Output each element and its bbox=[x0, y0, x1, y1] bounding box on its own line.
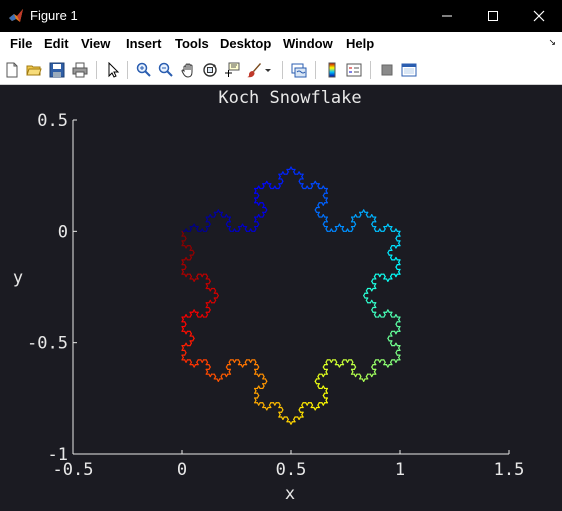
pan-icon[interactable] bbox=[178, 60, 198, 80]
save-icon[interactable] bbox=[47, 60, 67, 80]
y-tick-label: 0.5 bbox=[37, 111, 68, 131]
menu-view[interactable]: View bbox=[81, 36, 111, 51]
figure-canvas: Koch Snowflake -0.5 0 0.5 1 1.5 0.5 0 -0.5 -1 x … bbox=[0, 85, 562, 506]
menu-file[interactable]: File bbox=[10, 36, 33, 51]
toolbar-separator bbox=[282, 61, 283, 79]
chart-title: Koch Snowflake bbox=[218, 88, 361, 108]
open-file-icon[interactable] bbox=[24, 60, 44, 80]
window-title: Figure 1 bbox=[30, 8, 78, 23]
menu-bar: File Edit View Insert Tools Desktop Wind… bbox=[0, 32, 562, 57]
koch-segment bbox=[181, 230, 184, 235]
link-plot-icon[interactable] bbox=[289, 60, 309, 80]
minimize-button[interactable] bbox=[424, 0, 470, 32]
x-tick-label: 1.5 bbox=[494, 460, 525, 480]
show-plot-tools-icon[interactable] bbox=[399, 60, 419, 80]
zoom-in-icon[interactable] bbox=[134, 60, 154, 80]
zoom-out-icon[interactable] bbox=[156, 60, 176, 80]
x-tick-label: 0 bbox=[177, 460, 187, 480]
matlab-logo-icon bbox=[8, 8, 24, 24]
legend-icon[interactable] bbox=[344, 60, 364, 80]
hide-plot-tools-icon[interactable] bbox=[377, 60, 397, 80]
x-tick-label: 1 bbox=[395, 460, 405, 480]
menu-tools[interactable]: Tools bbox=[175, 36, 209, 51]
rotate-3d-icon[interactable] bbox=[200, 60, 220, 80]
y-tick-label: 0 bbox=[58, 222, 68, 242]
new-figure-icon[interactable] bbox=[2, 60, 22, 80]
axes: -0.5 0 0.5 1 1.50.50-0.5-1 bbox=[27, 111, 524, 480]
figure-toolbar bbox=[0, 56, 562, 85]
close-button[interactable] bbox=[516, 0, 562, 32]
y-axis-label: y bbox=[13, 268, 23, 288]
menu-desktop[interactable]: Desktop bbox=[220, 36, 272, 51]
y-tick-label: -0.5 bbox=[27, 334, 68, 354]
menu-edit[interactable]: Edit bbox=[44, 36, 69, 51]
menubar-overflow-icon[interactable]: ↘ bbox=[548, 37, 556, 47]
maximize-button[interactable] bbox=[470, 0, 516, 32]
x-tick-label: -0.5 bbox=[53, 460, 94, 480]
koch-snowflake-plot[interactable]: Koch Snowflake -0.5 0 0.5 1 1.50.50-0.5-1 x … bbox=[0, 85, 562, 506]
toolbar-separator bbox=[96, 61, 97, 79]
brush-dropdown-icon[interactable] bbox=[262, 60, 274, 80]
data-cursor-icon[interactable] bbox=[222, 60, 242, 80]
print-icon[interactable] bbox=[70, 60, 90, 80]
menu-window[interactable]: Window bbox=[283, 36, 333, 51]
koch-curve bbox=[181, 166, 401, 425]
x-tick-label: 0.5 bbox=[276, 460, 307, 480]
title-bar: Figure 1 bbox=[0, 0, 562, 32]
pointer-icon[interactable] bbox=[103, 60, 123, 80]
menu-insert[interactable]: Insert bbox=[126, 36, 162, 51]
y-tick-label: -1 bbox=[48, 445, 68, 465]
brush-icon[interactable] bbox=[244, 60, 264, 80]
toolbar-separator bbox=[315, 61, 316, 79]
colorbar-icon[interactable] bbox=[322, 60, 342, 80]
toolbar-separator bbox=[127, 61, 128, 79]
toolbar-separator bbox=[370, 61, 371, 79]
menu-help[interactable]: Help bbox=[346, 36, 375, 51]
x-axis-label: x bbox=[285, 484, 295, 504]
